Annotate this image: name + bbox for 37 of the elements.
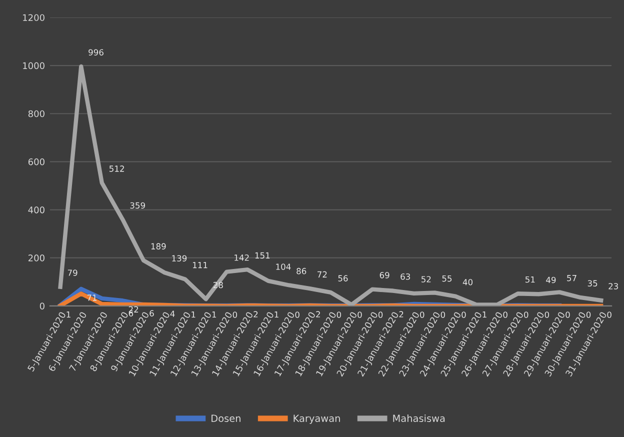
data-label: 359 [130,202,145,209]
y-tick-label: 200 [28,254,44,262]
data-label: 40 [462,278,473,286]
data-label: 72 [318,271,327,278]
data-label: 104 [276,264,291,270]
legend-label: Mahasiswa [393,414,445,422]
data-label: 139 [172,255,187,262]
legend-label: Dosen [212,414,240,422]
data-label: 35 [588,280,598,286]
data-label: 51 [526,276,535,283]
data-label: 55 [442,275,452,282]
data-label: 23 [608,283,618,290]
data-label: 57 [567,275,576,282]
data-label: 86 [296,268,306,274]
data-label: 996 [88,49,104,56]
data-label: 142 [234,254,249,261]
data-label: 69 [380,272,390,278]
data-label: 52 [422,276,431,282]
y-tick-label: 800 [28,110,44,118]
data-label: 0 [607,312,612,318]
y-tick-label: 0 [40,302,44,310]
line-series [58,64,604,306]
data-label: 49 [546,276,556,284]
data-label: 151 [255,252,270,259]
data-label: 189 [151,243,166,250]
line-series [58,292,604,306]
legend-label: Karyawan [294,414,340,424]
y-tick-label: 1000 [23,62,44,70]
data-label: 63 [400,273,410,280]
y-tick-label: 400 [28,206,44,214]
data-label: 111 [192,262,208,268]
y-tick-label: 1200 [23,14,44,22]
data-label: 512 [110,166,124,172]
data-label: 22 [128,306,138,312]
data-label: 79 [68,270,78,276]
data-label: 56 [338,275,348,282]
y-tick-label: 600 [28,158,44,166]
